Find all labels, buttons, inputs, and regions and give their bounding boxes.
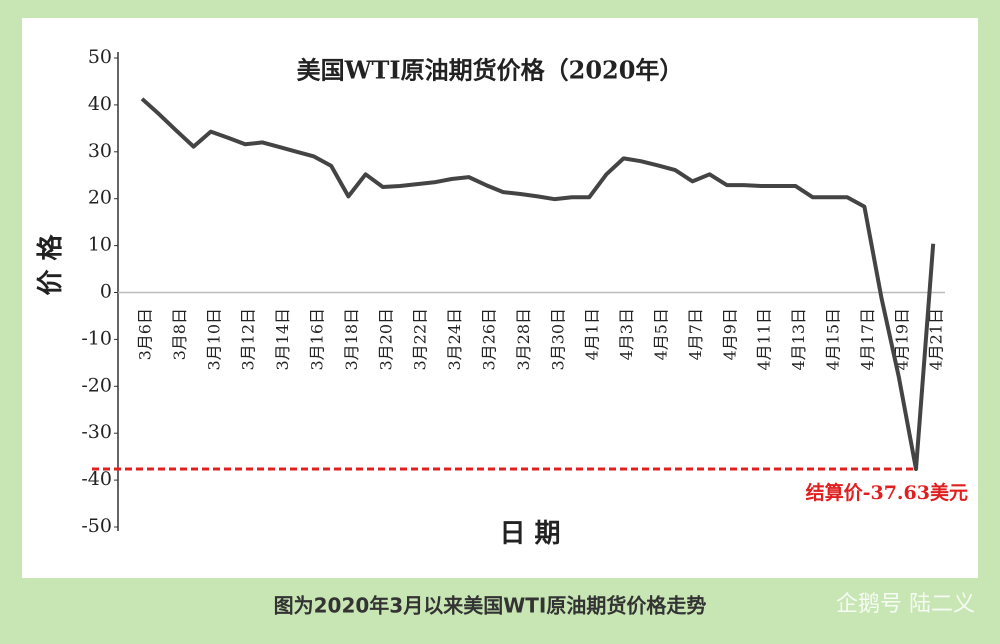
x-tick-label: 3月14日 <box>273 308 292 371</box>
x-tick-label: 4月11日 <box>755 308 774 371</box>
y-tick-label: -20 <box>81 374 112 396</box>
y-tick-label: -50 <box>81 515 112 537</box>
chart-title: 美国WTI原油期货价格（2020年） <box>297 56 684 85</box>
x-axis-label: 日 期 <box>499 519 560 549</box>
x-tick-label: 4月19日 <box>892 308 911 371</box>
panel <box>22 18 978 578</box>
x-tick-label: 3月8日 <box>170 308 189 360</box>
data-line <box>140 97 936 471</box>
x-tick-label: 3月18日 <box>342 308 361 371</box>
x-tick-label: 3月20日 <box>376 308 395 371</box>
x-tick-label: 4月9日 <box>720 308 739 360</box>
y-tick-label: -10 <box>81 327 112 349</box>
x-tick-label: 4月21日 <box>927 308 946 371</box>
y-tick-label: 10 <box>88 234 112 256</box>
x-tick-label: 4月13日 <box>789 308 808 371</box>
x-tick-label: 3月26日 <box>480 308 499 371</box>
x-tick-label: 3月28日 <box>514 308 533 371</box>
x-tick-label: 3月10日 <box>204 308 223 371</box>
x-tick-label: 3月22日 <box>411 308 430 371</box>
y-tick-label: 0 <box>100 281 112 303</box>
x-tick-label: 3月24日 <box>445 308 464 371</box>
y-tick-label: 20 <box>88 187 112 209</box>
x-tick-label: 3月6日 <box>136 308 155 360</box>
annotation: 结算价-37.63美元 <box>806 481 968 504</box>
x-tick-label: 4月7日 <box>686 308 705 360</box>
x-tick-label: 4月3日 <box>617 308 636 360</box>
x-tick-label: 4月1日 <box>583 308 602 360</box>
x-tick-label: 4月15日 <box>824 308 843 371</box>
watermark: 企鹅号 陆二义 <box>836 592 975 617</box>
x-tick-label: 3月30日 <box>548 308 567 371</box>
y-tick-label: 30 <box>88 140 112 162</box>
x-tick-label: 3月16日 <box>308 308 327 371</box>
x-tick-label: 4月5日 <box>652 308 671 360</box>
y-tick-label: 40 <box>88 93 112 115</box>
x-tick-label: 3月12日 <box>239 308 258 371</box>
y-tick-label: 50 <box>88 46 112 68</box>
y-tick-label: -30 <box>81 421 112 443</box>
caption: 图为2020年3月以来美国WTI原油期货价格走势 <box>274 594 707 618</box>
x-tick-label: 4月17日 <box>858 308 877 371</box>
y-axis-label: 价 格 <box>35 233 66 295</box>
y-tick-label: -40 <box>81 468 112 490</box>
